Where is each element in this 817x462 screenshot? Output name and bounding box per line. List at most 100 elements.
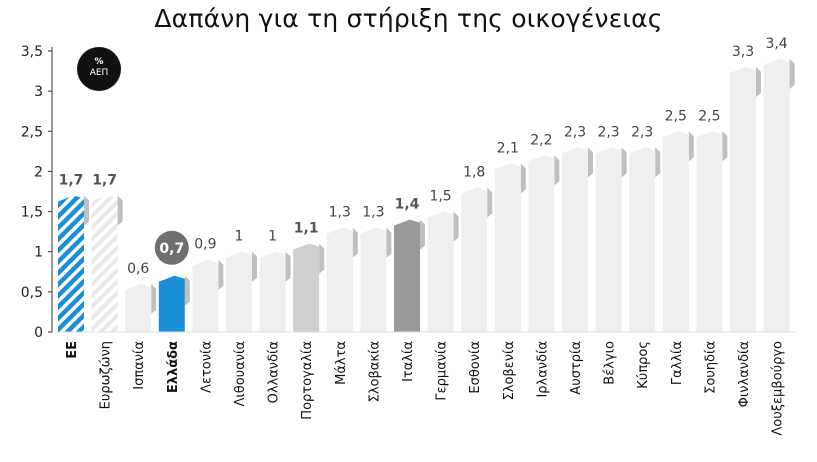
y-tick-label: 3: [34, 84, 43, 100]
x-category-label: Σουηδία: [703, 341, 718, 394]
bar-shadow: [655, 147, 661, 178]
bar: [629, 147, 656, 332]
bar: [595, 147, 622, 332]
bar: [293, 243, 320, 332]
bar-value-label: 2,5: [698, 108, 720, 124]
x-category-label: Λιθουανία: [233, 341, 248, 407]
bar: [58, 195, 84, 332]
x-category-label: Εσθονία: [468, 341, 483, 394]
bar-value-label: 1,8: [463, 164, 485, 180]
bar: [326, 227, 353, 332]
x-category-label: Ελλάδα: [166, 341, 181, 393]
bar: [158, 275, 185, 332]
bar: [662, 131, 689, 332]
bar-value-label: 1: [235, 229, 244, 245]
bar-value-label: 2,3: [597, 124, 619, 140]
y-tick-label: 1,5: [21, 205, 43, 221]
bar-value-label: 2,3: [564, 124, 586, 140]
bar-value-label: 1,5: [429, 189, 451, 205]
bar-value-label: 0,6: [127, 261, 149, 277]
bar-shadow: [84, 195, 89, 226]
bar-shadow: [588, 147, 593, 178]
bar-value-label: 1,7: [92, 173, 117, 189]
bar: [226, 251, 252, 332]
bar: [562, 147, 588, 332]
bar: [461, 187, 488, 332]
bar-value-label: 2,5: [665, 108, 687, 124]
bar-value-label: 3,3: [732, 44, 754, 60]
bar-value-label: 1,1: [294, 221, 319, 237]
bar-shadow: [386, 227, 392, 258]
y-tick-label: 1: [34, 245, 43, 261]
bar-shadow: [151, 283, 157, 314]
bar: [360, 227, 387, 332]
bar-shadow: [184, 275, 190, 306]
x-category-label: Βέλγιο: [603, 341, 618, 385]
bar: [696, 131, 723, 332]
x-category-label: Λουξεμβούργο: [771, 341, 786, 436]
x-category-label: Σλοβενία: [502, 341, 517, 400]
x-axis-labels: ΕΕ Ευρωζώνη Ισπανία Ελλάδα Λετονία Λιθουανία Ο…: [65, 341, 786, 436]
bar: [763, 59, 790, 333]
x-category-label: Σλοβακία: [367, 341, 382, 402]
unit-badge-line2: ΑΕΠ: [89, 68, 109, 78]
bars-group: 1,7 1,7 0,6 0,9 1 1 1,1 1,3 1,3 1,4 1,5 1,8 2,1 2,2 2,…: [52, 36, 796, 333]
bar-value-label: 2,2: [530, 132, 552, 148]
highlight-value-circle: [154, 230, 189, 265]
bar-shadow: [554, 155, 560, 186]
bar-shadow: [453, 211, 459, 242]
x-category-label: Ισπανία: [132, 341, 147, 390]
bar-shadow: [252, 251, 257, 282]
bar: [528, 155, 555, 332]
bar-value-label: 1,7: [59, 173, 84, 189]
bar: [259, 251, 286, 332]
bar: [192, 259, 219, 332]
x-category-label: Κύπρος: [636, 341, 651, 389]
bar-shadow: [352, 227, 358, 258]
x-category-label: Μάλτα: [334, 341, 349, 385]
bar: [394, 219, 420, 332]
highlight-value-label: 0,7: [159, 241, 184, 257]
bar-shadow: [218, 259, 224, 290]
bar-shadow: [117, 195, 123, 226]
x-category-label: Ολλανδία: [267, 341, 282, 403]
y-tick-label: 2,5: [21, 124, 43, 140]
x-category-label: Πορτογαλία: [300, 341, 315, 420]
bar-shadow: [789, 59, 795, 90]
y-tick-label: 2: [34, 164, 43, 180]
bar-value-label: 2,3: [631, 124, 653, 140]
x-category-label: Φινλανδία: [737, 341, 752, 407]
bar-value-label: 1,3: [329, 205, 351, 221]
bar: [730, 67, 756, 333]
bar: [494, 163, 521, 332]
x-category-label: Λετονία: [199, 341, 214, 393]
unit-badge-line1: %: [94, 57, 104, 67]
chart-title: Δαπάνη για τη στήριξη της οικογένειας: [154, 4, 663, 33]
bar: [125, 283, 152, 332]
bar-value-label: 3,4: [765, 36, 787, 52]
bar-value-label: 2,1: [497, 140, 519, 156]
bar-shadow: [520, 163, 526, 194]
y-axis: 0 0,5 1 1,5 2 2,5 3 3,5: [21, 44, 53, 341]
x-category-label: ΕΕ: [65, 341, 80, 359]
y-tick-label: 3,5: [21, 44, 43, 60]
bar-shadow: [487, 187, 493, 218]
bar-value-label: 1,3: [362, 205, 384, 221]
bar-shadow: [621, 147, 627, 178]
x-category-label: Γερμανία: [435, 341, 450, 401]
x-category-label: Γαλλία: [670, 341, 685, 385]
x-category-label: Ιρλανδία: [535, 341, 550, 398]
bar-shadow: [319, 243, 325, 274]
bar-shadow: [688, 131, 694, 162]
unit-badge: % ΑΕΠ: [77, 47, 121, 91]
bar-shadow: [756, 67, 761, 98]
x-category-label: Ιταλία: [401, 341, 416, 382]
y-tick-label: 0,5: [21, 285, 43, 301]
bar: [91, 195, 118, 332]
bar-value-label: 1: [268, 229, 277, 245]
bar-value-label: 0,9: [194, 237, 216, 253]
bar-shadow: [285, 251, 291, 282]
bar-shadow: [420, 219, 425, 250]
bar: [427, 211, 454, 332]
